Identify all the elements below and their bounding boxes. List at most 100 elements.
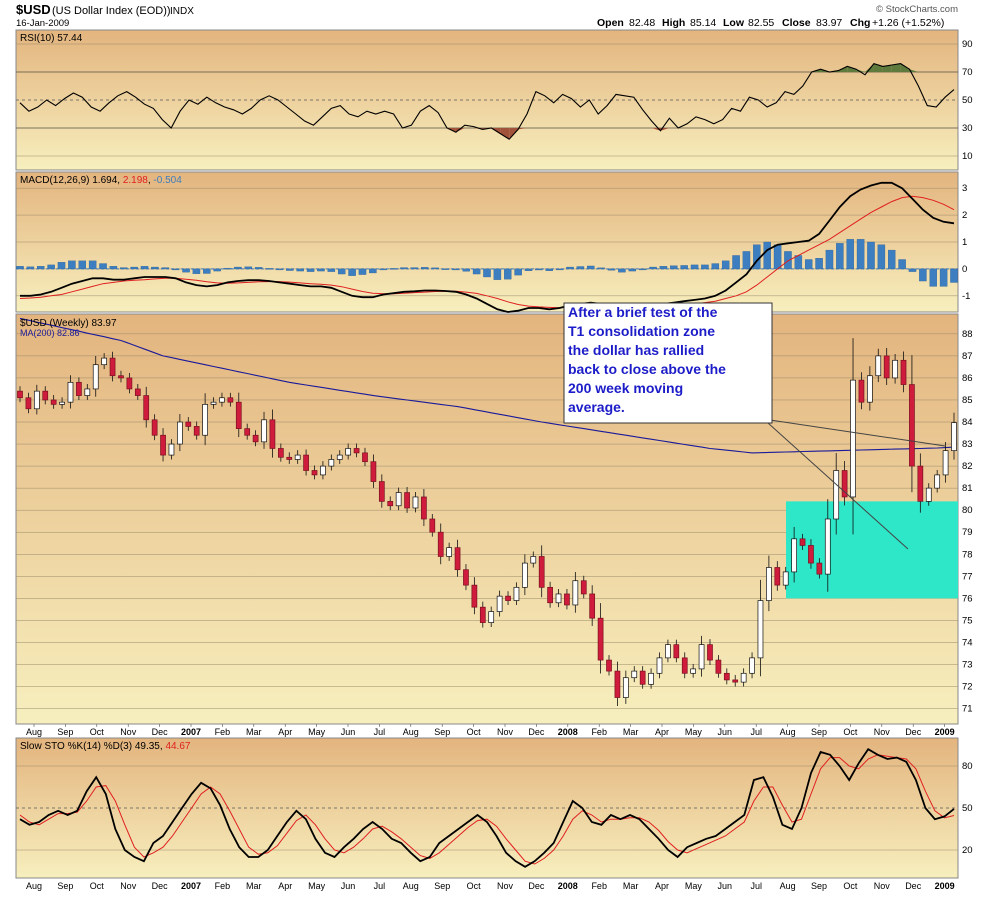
rsi-overbought-fill: [856, 69, 866, 72]
rsi-oversold-fill: [500, 128, 510, 140]
price-candle: [513, 586, 520, 601]
sto-x-label: 2008: [558, 881, 578, 891]
consolidation-zone: [786, 501, 958, 599]
price-x-label: Aug: [403, 727, 419, 737]
price-candle: [639, 670, 646, 685]
macd-histogram-bar: [244, 266, 253, 270]
macd-histogram-bar: [348, 268, 356, 276]
price-x-label: Oct: [90, 727, 105, 737]
price-candle: [530, 556, 537, 564]
price-x-label: Jun: [718, 727, 733, 737]
macd-histogram-bar: [88, 260, 97, 270]
price-candle: [833, 470, 840, 520]
price-candle: [791, 538, 797, 573]
price-tick-label: 71: [962, 704, 973, 715]
sto-x-label: 2009: [935, 881, 955, 891]
price-candle: [681, 657, 688, 674]
price-x-label: 2008: [558, 727, 578, 737]
macd-histogram-bar: [16, 266, 24, 270]
price-candle: [925, 487, 932, 502]
price-candle: [892, 359, 898, 379]
credit-label: © StockCharts.com: [876, 4, 958, 15]
sto-x-label: Sep: [434, 881, 450, 891]
price-candle: [286, 456, 293, 460]
macd-histogram-bar: [680, 265, 688, 270]
sto-x-label: Oct: [90, 881, 105, 891]
macd-tick-label: 1: [962, 237, 967, 248]
price-candle: [252, 434, 259, 443]
sto-x-label: Jun: [718, 881, 733, 891]
price-candle: [782, 571, 789, 586]
price-x-label: Dec: [528, 727, 545, 737]
macd-histogram-bar: [887, 249, 896, 270]
macd-histogram-bar: [773, 244, 782, 270]
annotation-line: T1 consolidation zone: [568, 323, 715, 339]
annotation-line: After a brief test of the: [568, 304, 718, 320]
rsi-tick-label: 90: [962, 39, 973, 50]
price-candle: [328, 459, 335, 467]
price-tick-label: 88: [962, 329, 973, 340]
sto-x-label: Nov: [120, 881, 137, 891]
exchange-label: INDX: [170, 6, 194, 17]
sto-tick-label: 50: [962, 803, 973, 814]
price-x-label: Feb: [215, 727, 231, 737]
price-candle: [134, 388, 141, 396]
macd-histogram-bar: [493, 268, 502, 280]
annotation-pointer-2: [769, 419, 946, 447]
price-candle: [143, 395, 150, 421]
price-candle: [808, 545, 814, 564]
sto-x-label: Dec: [152, 881, 169, 891]
macd-histogram-bar: [47, 264, 55, 270]
macd-histogram-bar: [638, 268, 647, 271]
price-candle: [665, 644, 671, 659]
price-candle: [715, 659, 722, 674]
sto-x-label: Jun: [341, 881, 356, 891]
rsi-overbought-fill: [900, 63, 910, 72]
high-value: 85.14: [690, 17, 716, 29]
macd-histogram-bar: [504, 268, 512, 280]
price-candle: [547, 586, 553, 604]
price-candle: [336, 454, 343, 460]
macd-histogram-bar: [576, 266, 585, 270]
chart-panels: 10 30 50 70 90 RSI(10) 57.44 -1 0 1 2 3 MACD(12,26,…: [15, 29, 973, 891]
price-candle: [362, 452, 368, 463]
price-candle: [151, 419, 158, 436]
macd-histogram-bar: [400, 267, 408, 270]
price-candle: [732, 679, 739, 683]
price-candle: [875, 355, 882, 377]
price-candle: [799, 538, 806, 546]
rsi-tick-label: 50: [962, 95, 973, 106]
macd-histogram-bar: [192, 268, 201, 274]
price-candle: [631, 670, 638, 679]
macd-histogram-bar: [815, 258, 823, 270]
macd-histogram-bar: [618, 268, 626, 273]
price-x-label: Feb: [591, 727, 607, 737]
macd-histogram-bar: [431, 267, 439, 270]
sto-x-label: Jul: [374, 881, 386, 891]
price-x-label: Sep: [57, 727, 73, 737]
macd-histogram-bar: [545, 268, 554, 271]
macd-histogram-bar: [483, 268, 491, 278]
price-candle: [320, 465, 326, 476]
price-candle: [311, 470, 318, 476]
price-candle: [404, 492, 410, 509]
ma200-title: MA(200) 82.86: [20, 328, 80, 338]
macd-histogram-bar: [109, 266, 118, 270]
rsi-tick-label: 70: [962, 67, 973, 78]
price-tick-label: 75: [962, 615, 973, 626]
price-tick-label: 78: [962, 549, 973, 560]
price-candle: [118, 375, 124, 379]
macd-histogram-bar: [794, 255, 803, 270]
price-tick-label: 76: [962, 593, 973, 604]
price-x-label: Mar: [246, 727, 262, 737]
price-candle: [421, 496, 427, 520]
open-value: 82.48: [629, 17, 655, 29]
sto-x-label: Jul: [750, 881, 762, 891]
macd-histogram-bar: [763, 241, 771, 270]
price-candle: [698, 644, 705, 670]
price-candle: [109, 357, 116, 377]
price-candle: [202, 404, 208, 436]
price-candle: [757, 600, 764, 659]
macd-histogram-bar: [223, 267, 232, 270]
price-tick-label: 85: [962, 395, 973, 406]
